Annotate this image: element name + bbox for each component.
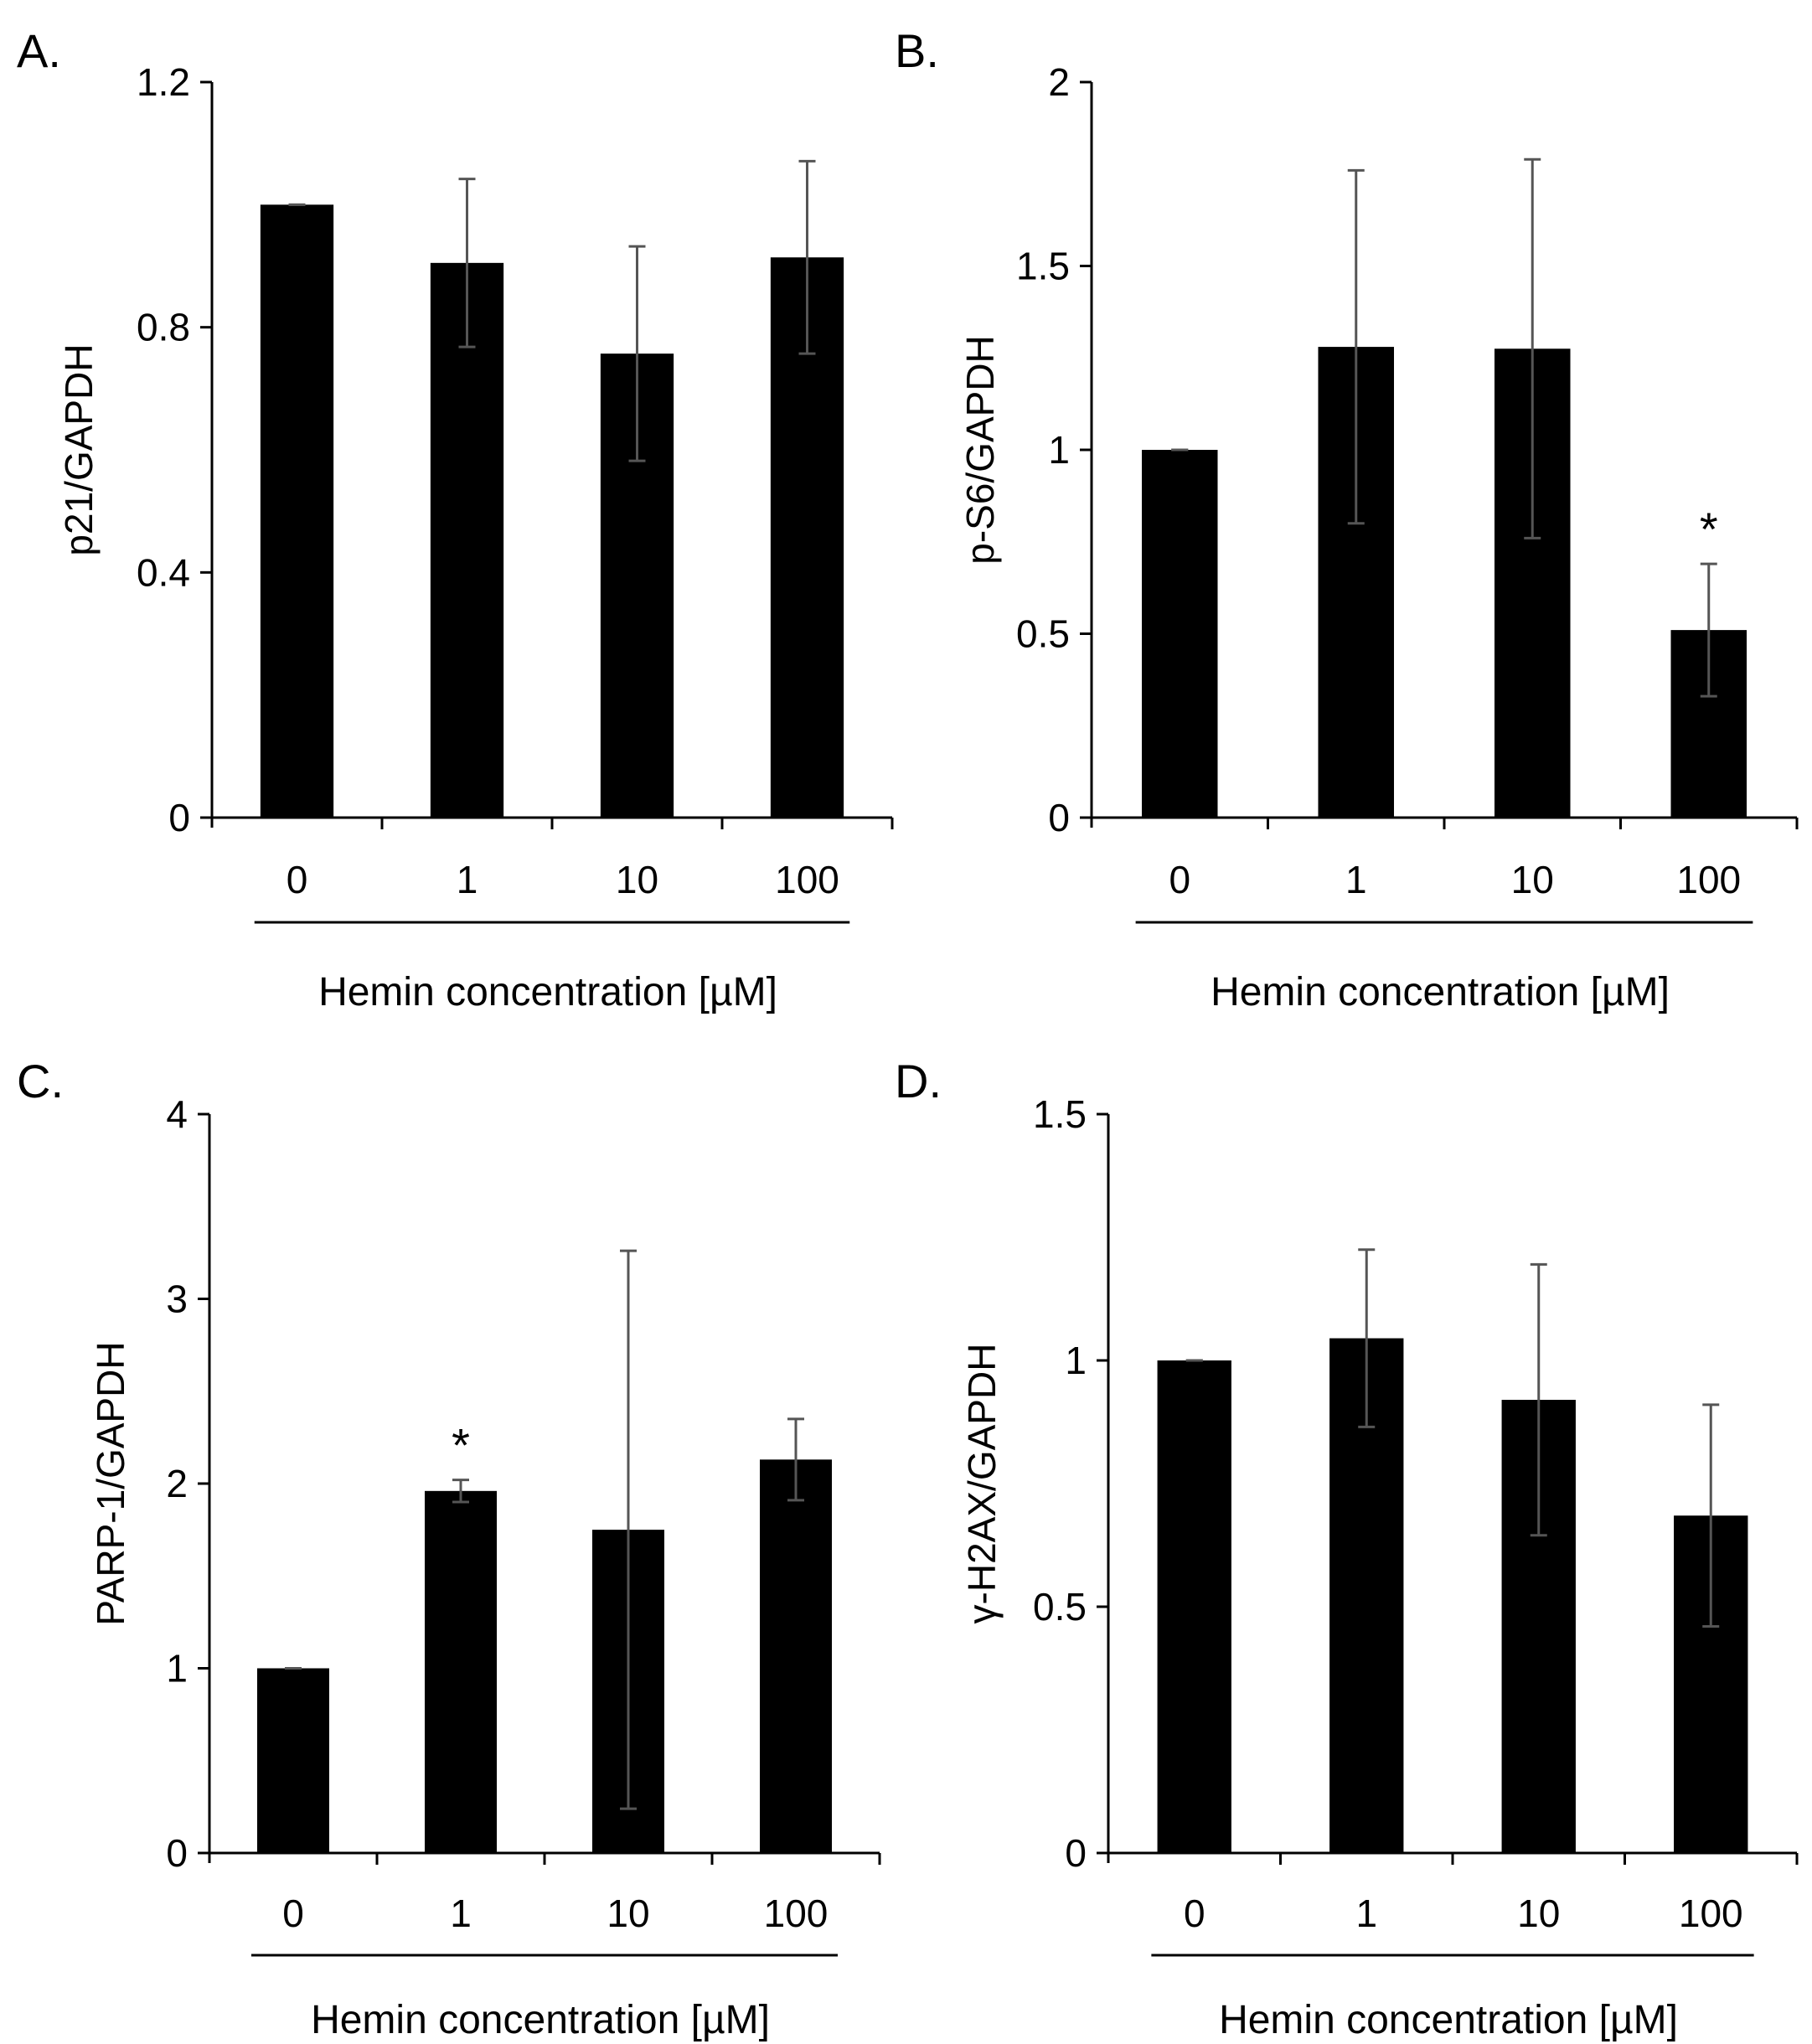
bar-0 xyxy=(1141,450,1218,818)
x-category-label: 10 xyxy=(607,1892,649,1935)
y-tick-label: 1 xyxy=(166,1647,188,1690)
y-tick-label: 1.2 xyxy=(137,60,190,104)
x-axis-label: Hemin concentration [µM] xyxy=(311,1998,770,2042)
x-category-label: 1 xyxy=(1345,858,1367,901)
x-category-label: 10 xyxy=(616,858,658,901)
y-tick-label: 1 xyxy=(1065,1339,1087,1382)
x-category-label: 0 xyxy=(1169,858,1190,901)
significance-marker: * xyxy=(452,1419,470,1472)
bar-0 xyxy=(257,1668,329,1853)
y-tick-label: 0 xyxy=(166,1831,188,1875)
y-tick-label: 0 xyxy=(168,796,190,839)
y-tick-label: 0 xyxy=(1048,796,1070,839)
y-tick-label: 1.5 xyxy=(1016,245,1070,288)
x-category-label: 0 xyxy=(282,1892,304,1935)
chart-panel-d: D. 0 0.5 1 1.5 0 1 10 100 Hemin concentration [µM… xyxy=(895,1055,1799,2042)
x-category-label: 1 xyxy=(457,858,478,901)
x-category-label: 100 xyxy=(1679,1892,1743,1935)
x-category-label: 100 xyxy=(764,1892,829,1935)
bar-1 xyxy=(425,1490,497,1853)
y-axis-label: p21/GAPDH xyxy=(57,343,101,555)
x-axis-label: Hemin concentration [µM] xyxy=(1211,970,1670,1014)
y-axis-label: PARP-1/GAPDH xyxy=(89,1341,132,1625)
x-axis-label: Hemin concentration [µM] xyxy=(318,970,777,1014)
y-tick-label: 3 xyxy=(166,1278,188,1321)
chart-panel-a: A. 0 0.4 0.8 1.2 0 1 10 100 Hemin concentration [… xyxy=(17,24,894,1014)
x-category-label: 0 xyxy=(287,858,308,901)
x-category-label: 1 xyxy=(450,1892,472,1935)
panel-label: B. xyxy=(895,24,939,77)
x-category-label: 100 xyxy=(775,858,839,901)
y-tick-label: 0 xyxy=(1065,1831,1087,1875)
x-category-label: 10 xyxy=(1517,1892,1560,1935)
y-tick-label: 2 xyxy=(166,1462,188,1505)
bar-1 xyxy=(430,262,504,818)
y-tick-label: 1 xyxy=(1048,428,1070,472)
y-tick-label: 0.8 xyxy=(137,306,190,349)
y-tick-label: 1.5 xyxy=(1033,1092,1087,1136)
bar-0 xyxy=(1157,1360,1231,1853)
panel-label: C. xyxy=(17,1055,64,1107)
bar-100 xyxy=(760,1459,832,1853)
bar-0 xyxy=(260,204,334,818)
x-axis-label: Hemin concentration [µM] xyxy=(1219,1998,1678,2042)
panel-label: D. xyxy=(895,1055,942,1107)
chart-panel-c: C. 0 1 2 3 4 0 1 * 10 100 Hemin concentration [µM] P… xyxy=(17,1055,881,2042)
y-axis-label: p-S6/GAPDH xyxy=(958,335,1002,565)
y-tick-label: 0.4 xyxy=(137,550,190,594)
chart-panel-b: B. 0 0.5 1 1.5 2 0 1 10 100 * Hemin concentration [… xyxy=(895,24,1799,1014)
y-tick-label: 0.5 xyxy=(1016,612,1070,656)
y-tick-label: 4 xyxy=(166,1092,188,1136)
y-tick-label: 0.5 xyxy=(1033,1585,1087,1628)
x-category-label: 10 xyxy=(1511,858,1554,901)
significance-marker: * xyxy=(1700,503,1718,555)
y-axis-label: γ-H2AX/GAPDH xyxy=(960,1344,1004,1624)
x-category-label: 0 xyxy=(1184,1892,1205,1935)
x-category-label: 100 xyxy=(1676,858,1741,901)
panel-label: A. xyxy=(17,24,61,77)
y-tick-label: 2 xyxy=(1048,60,1070,104)
x-category-label: 1 xyxy=(1355,1892,1377,1935)
